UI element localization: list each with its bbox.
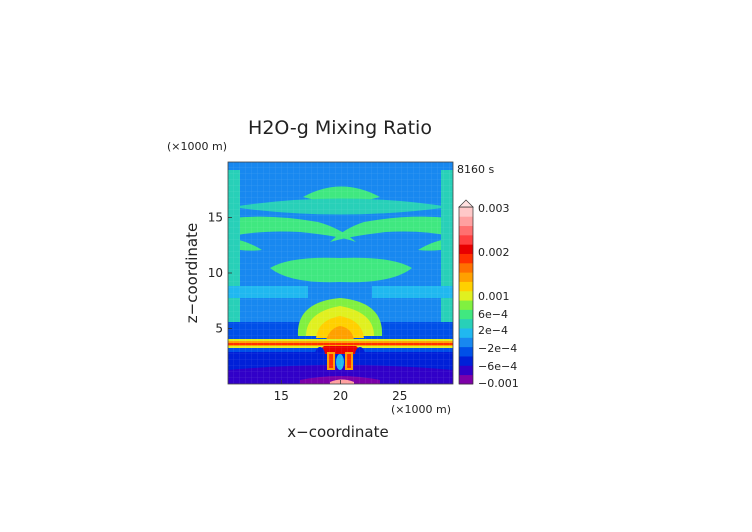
y-tick-label: 15	[208, 211, 223, 225]
colorbar	[458, 199, 474, 385]
colorbar-swatch	[459, 356, 473, 366]
x-unit-label: (×1000 m)	[391, 403, 451, 416]
colorbar-swatch	[459, 225, 473, 236]
colorbar-swatch	[459, 300, 473, 310]
colorbar-swatch	[459, 207, 473, 217]
x-tick-label: 20	[333, 389, 348, 403]
colorbar-extend-arrow	[458, 199, 474, 208]
colorbar-swatch	[459, 290, 473, 301]
colorbar-label: −0.001	[478, 377, 519, 390]
colorbar-swatch	[459, 253, 473, 264]
y-unit-label: (×1000 m)	[167, 140, 227, 153]
plot-area	[228, 162, 453, 384]
x-axis: 15 20 25	[274, 380, 407, 403]
colorbar-label: −2e−4	[478, 342, 517, 355]
colorbar-label: 0.001	[478, 290, 510, 303]
y-axis-label: z−coordinate	[183, 223, 201, 323]
colorbar-label: 0.002	[478, 246, 510, 259]
colorbar-swatch	[459, 234, 473, 245]
colorbar-label: −6e−4	[478, 360, 517, 373]
y-tick-label: 5	[215, 322, 223, 336]
y-axis: 5 10 15	[208, 211, 232, 336]
colorbar-swatch	[459, 262, 473, 273]
colorbar-labels: 0.003 0.002 0.001 6e−4 2e−4 −2e−4 −6e−4 −0.001	[478, 202, 519, 390]
colorbar-swatch	[459, 244, 473, 254]
colorbar-swatch	[459, 281, 473, 292]
colorbar-swatch	[459, 318, 473, 329]
colorbar-label: 0.003	[478, 202, 510, 215]
x-axis-label: x−coordinate	[287, 423, 388, 441]
time-label: 8160 s	[457, 163, 494, 176]
colorbar-swatch	[459, 365, 473, 376]
y-tick-label: 10	[208, 266, 223, 280]
grid-overlay	[228, 162, 453, 384]
x-tick-label: 15	[274, 389, 289, 403]
colorbar-swatch	[459, 374, 473, 385]
colorbar-swatch	[459, 337, 473, 348]
colorbar-swatch	[459, 216, 473, 227]
chart-title: H2O-g Mixing Ratio	[248, 117, 432, 139]
x-tick-label: 25	[392, 389, 407, 403]
colorbar-swatch	[459, 272, 473, 282]
colorbar-label: 6e−4	[478, 308, 508, 321]
colorbar-swatch	[459, 346, 473, 357]
colorbar-swatch	[459, 309, 473, 320]
colorbar-swatch	[459, 328, 473, 338]
colorbar-label: 2e−4	[478, 324, 508, 337]
